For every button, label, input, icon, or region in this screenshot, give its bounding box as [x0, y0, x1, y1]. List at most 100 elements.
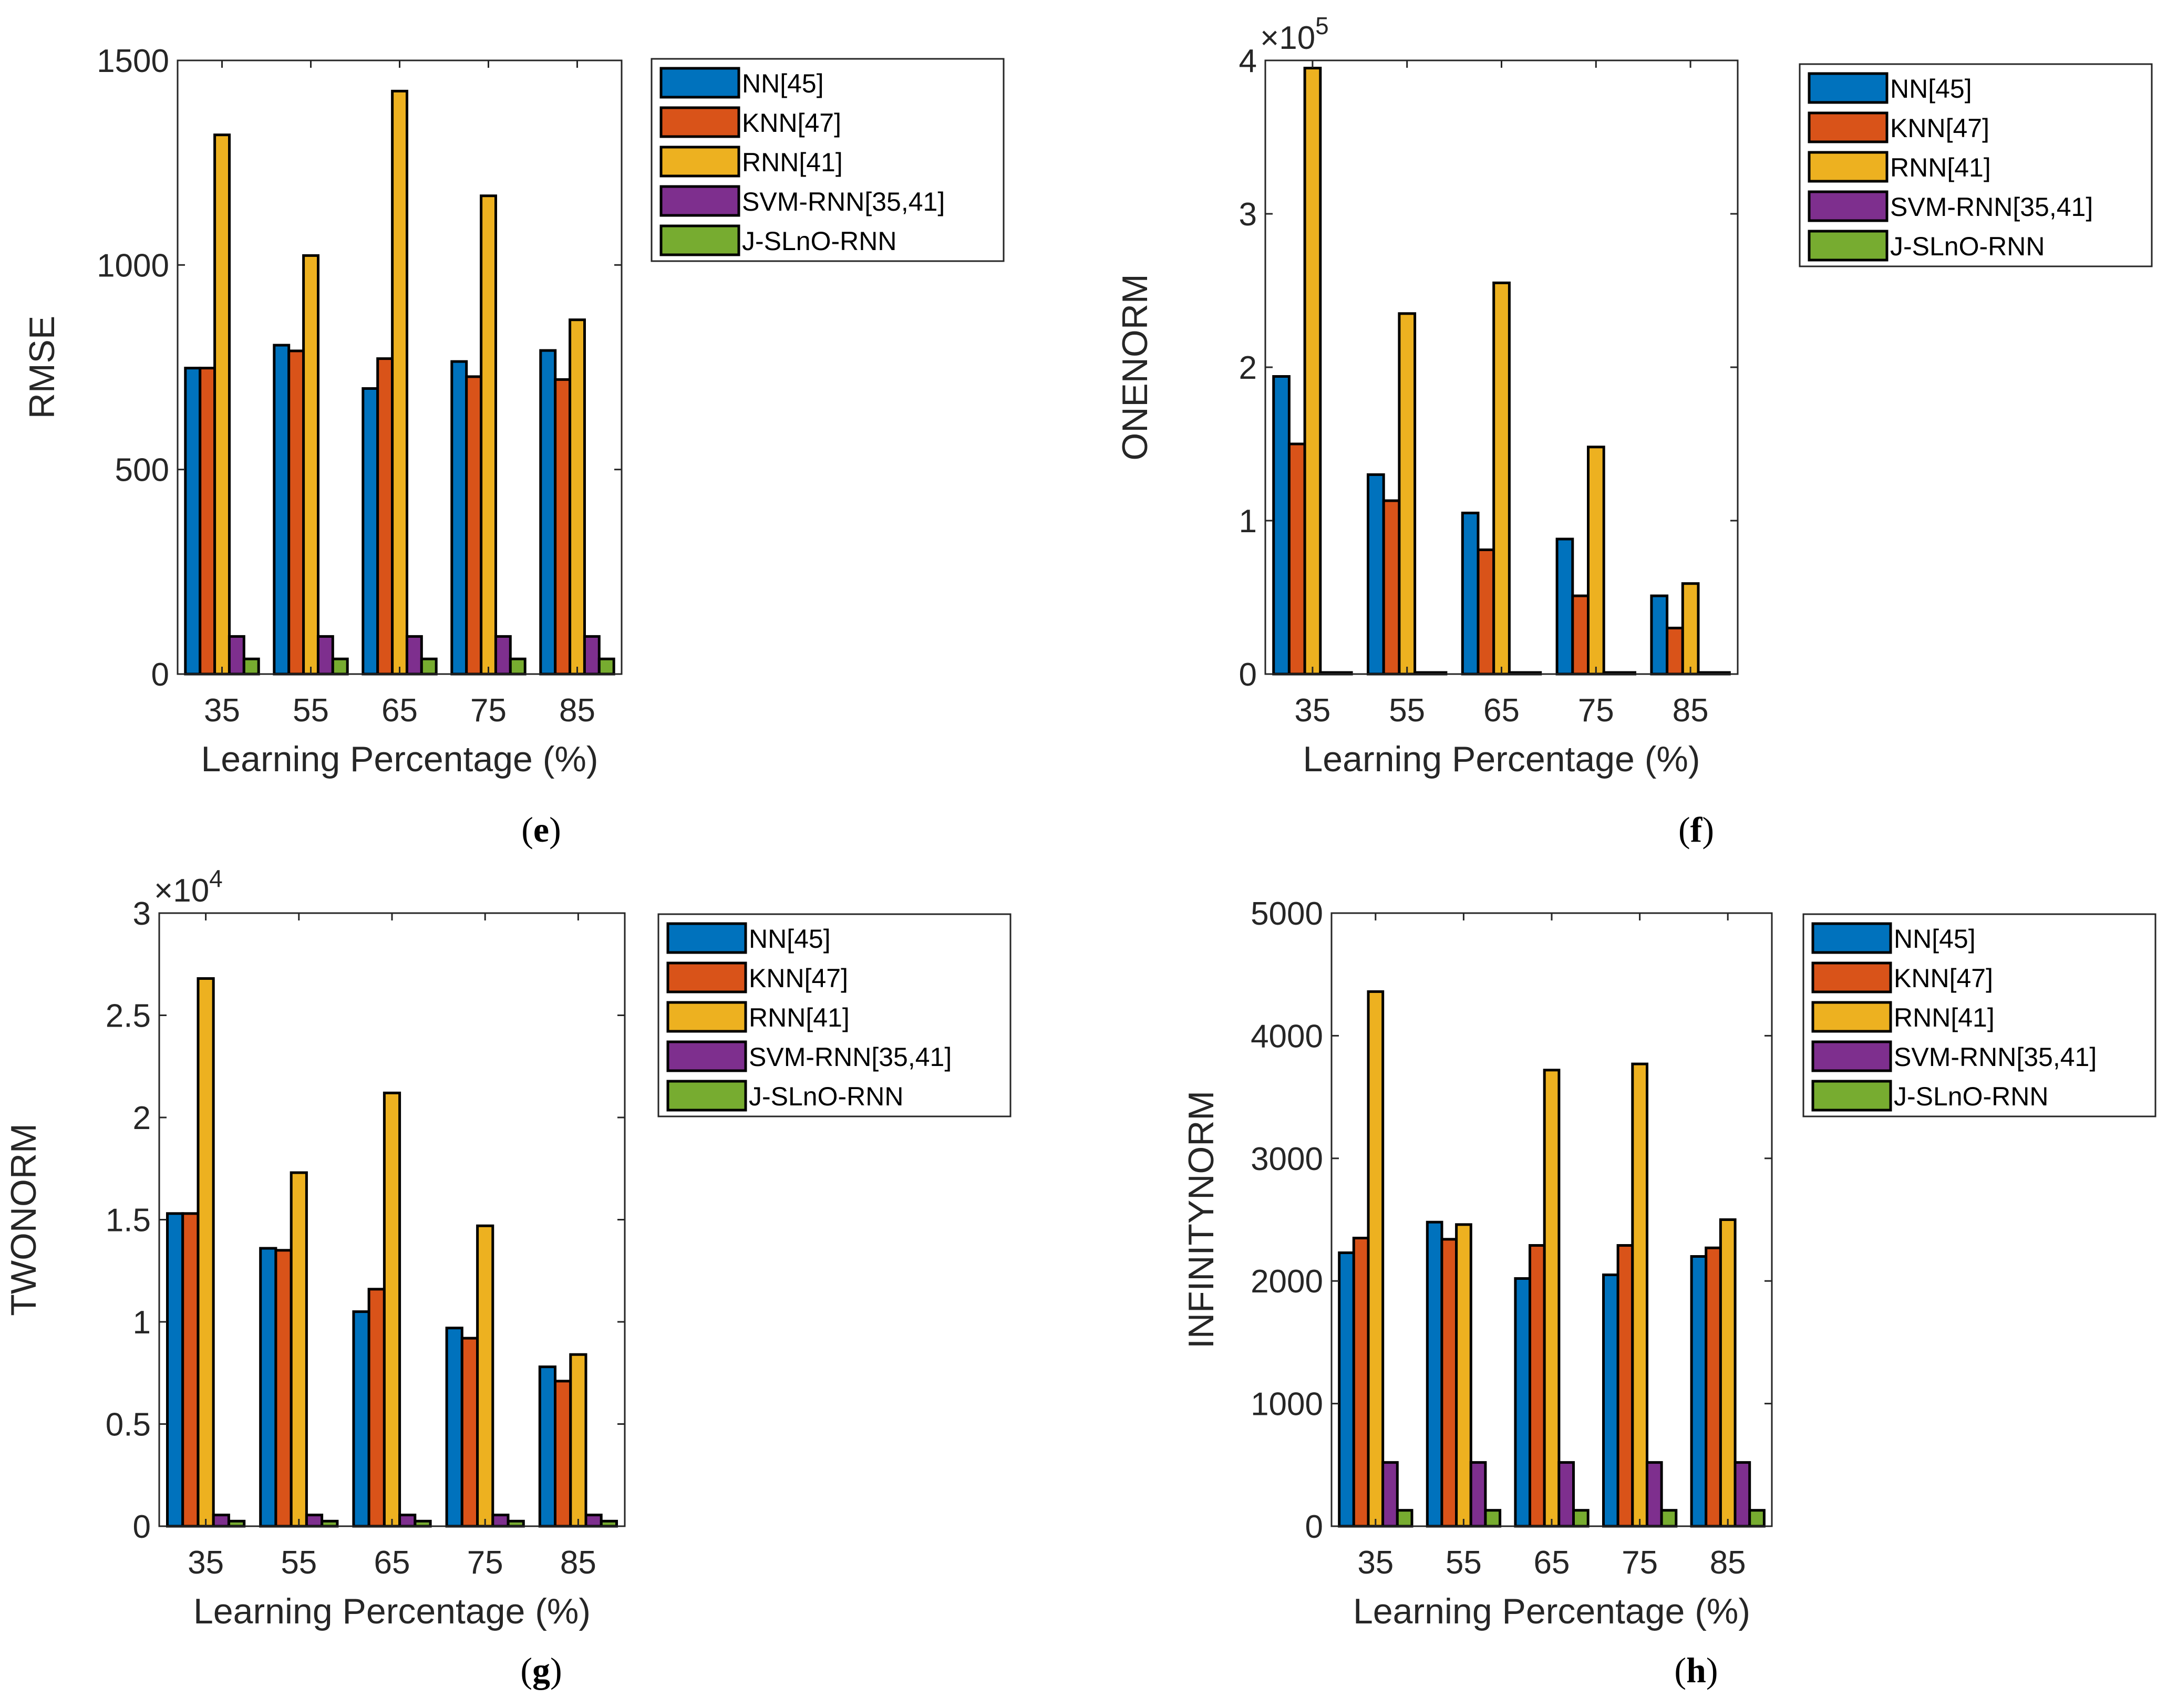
- x-axis-label: Learning Percentage (%): [201, 739, 598, 779]
- bar-g-NN[45]-75: [445, 1327, 463, 1528]
- legend: NN[45] KNN[47] RNN[41] SVM-RNN[35,41] J-SLnO…: [1799, 63, 2153, 267]
- legend-swatch-RNN[41]: [659, 146, 740, 178]
- caption-part: e: [533, 810, 549, 850]
- bar-f-RNN[41]-85: [1681, 582, 1700, 676]
- y-tick-label: 0: [133, 1509, 151, 1545]
- x-axis-label: Learning Percentage (%): [193, 1591, 591, 1631]
- caption-part: h: [1686, 1650, 1706, 1690]
- bar-g-KNN[47]-75: [460, 1337, 479, 1528]
- bar-e-SVM-RNN[35,41]-85: [583, 635, 601, 676]
- y-tick-label: 2: [133, 1100, 151, 1136]
- bar-h-KNN[47]-75: [1616, 1244, 1634, 1528]
- legend-label: SVM-RNN[35,41]: [1890, 192, 2093, 222]
- bar-e-SVM-RNN[35,41]-35: [228, 635, 245, 676]
- legend-swatch-KNN[47]: [1811, 961, 1892, 993]
- y-tick-label: 2.5: [106, 998, 151, 1034]
- legend-swatch-J-SLnO-RNN: [1808, 230, 1889, 262]
- bar-h-KNN[47]-35: [1352, 1237, 1370, 1528]
- bar-g-SVM-RNN[35,41]-55: [305, 1514, 324, 1528]
- bar-h-SVM-RNN[35,41]-65: [1557, 1461, 1575, 1528]
- bar-h-J-SLnO-RNN-35: [1396, 1509, 1413, 1528]
- panel-caption: (e): [521, 810, 561, 850]
- y-exponent-power: 5: [1315, 12, 1329, 39]
- bar-e-J-SLnO-RNN-55: [331, 657, 349, 676]
- x-tick-label: 75: [1578, 692, 1614, 729]
- legend-label: SVM-RNN[35,41]: [742, 187, 945, 216]
- x-tick-label: 65: [1534, 1545, 1570, 1581]
- x-tick-label: 55: [1446, 1545, 1482, 1581]
- chart-panel-h: 0 1000 2000 3000 4000 5000 35 55 65 75 85 Learning …: [1181, 896, 2156, 1690]
- legend: NN[45] KNN[47] RNN[41] SVM-RNN[35,41] J-SLnO…: [657, 913, 1012, 1117]
- bar-g-KNN[47]-85: [554, 1380, 572, 1528]
- bar-h-J-SLnO-RNN-65: [1572, 1509, 1590, 1528]
- x-tick-label: 75: [1622, 1545, 1658, 1581]
- bar-h-NN[45]-65: [1514, 1277, 1532, 1528]
- y-tick-label: 5000: [1251, 896, 1323, 932]
- bar-e-J-SLnO-RNN-65: [420, 657, 438, 676]
- y-tick-label: 500: [115, 452, 169, 489]
- legend-label: RNN[41]: [1890, 153, 1991, 182]
- bar-f-NN[45]-35: [1272, 375, 1291, 676]
- y-axis-label: RMSE: [22, 316, 62, 419]
- y-axis-label: ONENORM: [1115, 274, 1155, 460]
- x-tick-label: 55: [293, 692, 329, 729]
- legend-swatch-KNN[47]: [659, 106, 740, 138]
- bar-h-RNN[41]-85: [1719, 1218, 1737, 1528]
- bar-f-KNN[47]-75: [1571, 594, 1590, 676]
- y-tick-label: 0.5: [106, 1407, 151, 1443]
- bar-e-SVM-RNN[35,41]-65: [405, 635, 423, 676]
- bar-h-KNN[47]-55: [1440, 1238, 1458, 1528]
- y-tick-label: 1000: [97, 247, 169, 284]
- y-axis-label: INFINITYNORM: [1181, 1091, 1221, 1349]
- bar-e-KNN[47]-55: [287, 349, 305, 676]
- caption-part: f: [1690, 810, 1703, 850]
- x-tick-label: 85: [1673, 692, 1709, 729]
- legend-swatch-J-SLnO-RNN: [659, 224, 740, 256]
- bar-e-KNN[47]-75: [465, 375, 483, 676]
- legend-label: NN[45]: [1890, 74, 1972, 103]
- bar-h-NN[45]-75: [1602, 1274, 1619, 1528]
- y-tick-label: 1000: [1251, 1386, 1323, 1423]
- legend-label: J-SLnO-RNN: [749, 1082, 903, 1111]
- legend-label: SVM-RNN[35,41]: [749, 1042, 952, 1072]
- bar-g-RNN[41]-35: [197, 977, 215, 1528]
- legend-label: KNN[47]: [1894, 964, 1993, 993]
- y-axis-label: TWONORM: [4, 1123, 44, 1316]
- bar-e-J-SLnO-RNN-75: [509, 657, 527, 676]
- legend: NN[45] KNN[47] RNN[41] SVM-RNN[35,41] J-SLnO…: [651, 58, 1005, 262]
- bar-e-NN[45]-55: [273, 344, 291, 676]
- bar-e-RNN[41]-75: [480, 194, 497, 676]
- legend-label: J-SLnO-RNN: [1894, 1082, 2048, 1111]
- panel-caption: (f): [1678, 810, 1714, 850]
- bar-f-RNN[41]-75: [1587, 446, 1605, 676]
- bar-e-SVM-RNN[35,41]-55: [316, 635, 334, 676]
- legend-label: NN[45]: [1894, 924, 1976, 954]
- x-tick-label: 85: [560, 1545, 596, 1581]
- bar-h-RNN[41]-35: [1367, 990, 1385, 1528]
- bar-h-SVM-RNN[35,41]-35: [1381, 1461, 1399, 1528]
- bar-h-J-SLnO-RNN-55: [1484, 1509, 1502, 1528]
- bar-g-RNN[41]-55: [290, 1171, 308, 1528]
- bar-g-KNN[47]-55: [274, 1249, 293, 1528]
- y-tick-label: 2000: [1251, 1264, 1323, 1300]
- bar-f-RNN[41]-35: [1303, 67, 1322, 676]
- bar-h-NN[45]-85: [1690, 1255, 1708, 1528]
- legend-label: KNN[47]: [742, 108, 841, 138]
- y-tick-label: 1: [133, 1305, 151, 1341]
- legend-swatch-SVM-RNN[35,41]: [666, 1040, 747, 1072]
- bar-e-NN[45]-85: [539, 349, 557, 676]
- chart-panel-e: 0 500 1000 1500 35 55 65 75 85 Learning Percentag…: [22, 43, 1005, 850]
- bar-f-NN[45]-65: [1461, 511, 1480, 676]
- bar-f-NN[45]-85: [1650, 594, 1669, 676]
- chart-panel-f: 0 1 2 3 4 35 55 65 75 85 Learning Percentage (%) ON…: [1115, 12, 2153, 850]
- caption-part: ): [549, 810, 561, 850]
- bar-h-RNN[41]-55: [1455, 1223, 1472, 1528]
- y-tick-label: 1: [1239, 503, 1257, 540]
- legend-swatch-NN[45]: [1811, 922, 1892, 954]
- bar-e-NN[45]-75: [450, 360, 468, 676]
- caption-part: g: [532, 1650, 550, 1690]
- y-exponent-label: ×105: [1260, 12, 1329, 56]
- legend-label: RNN[41]: [742, 148, 843, 177]
- bar-g-NN[45]-35: [166, 1212, 184, 1528]
- legend-label: RNN[41]: [749, 1003, 850, 1032]
